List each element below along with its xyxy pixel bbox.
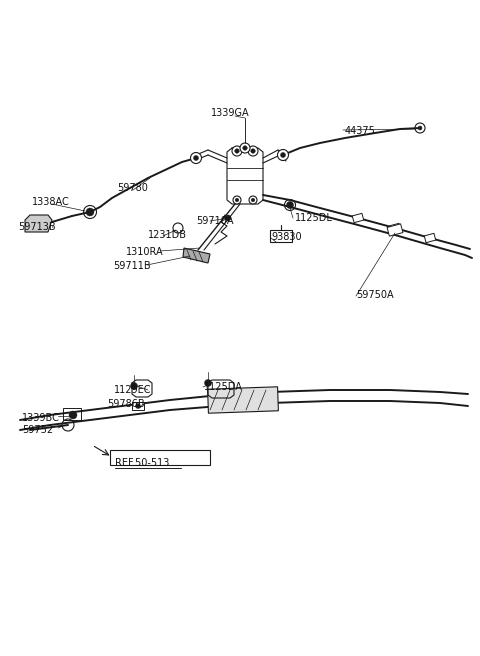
Circle shape [69, 411, 77, 419]
Text: 59780: 59780 [118, 183, 148, 193]
Text: 1125DA: 1125DA [204, 382, 243, 392]
Circle shape [249, 196, 257, 204]
Text: 93830: 93830 [271, 232, 301, 242]
Bar [270, 230, 292, 242]
Bar [110, 450, 210, 465]
Text: 59752: 59752 [22, 425, 53, 435]
Bar [132, 402, 144, 410]
Circle shape [232, 146, 242, 156]
Text: 1339GA: 1339GA [211, 108, 249, 118]
Circle shape [235, 198, 239, 202]
Circle shape [243, 146, 247, 150]
Text: 1129EC: 1129EC [114, 385, 152, 395]
Circle shape [418, 126, 422, 130]
Circle shape [233, 196, 241, 204]
Text: 1338AC: 1338AC [32, 197, 70, 207]
Circle shape [131, 382, 137, 390]
Text: 59711B: 59711B [113, 261, 151, 271]
Text: 59786B: 59786B [107, 399, 144, 409]
Circle shape [86, 208, 94, 216]
Circle shape [280, 152, 286, 157]
Bar [63, 408, 81, 420]
Bar [352, 213, 364, 222]
Circle shape [248, 146, 258, 156]
Text: 59710A: 59710A [196, 216, 233, 226]
Circle shape [287, 201, 293, 209]
Circle shape [225, 215, 231, 221]
Text: 1125DL: 1125DL [295, 213, 333, 223]
Circle shape [193, 155, 199, 161]
Text: REF.50-513: REF.50-513 [115, 458, 169, 468]
Polygon shape [25, 215, 52, 232]
Circle shape [191, 152, 202, 163]
Bar [387, 224, 403, 236]
Bar [389, 223, 401, 233]
Circle shape [204, 380, 212, 386]
Circle shape [235, 149, 239, 154]
Bar [208, 387, 278, 413]
Circle shape [277, 150, 288, 161]
Circle shape [251, 198, 255, 202]
Circle shape [240, 143, 250, 153]
Text: 59713B: 59713B [18, 222, 56, 232]
Circle shape [251, 149, 255, 154]
Polygon shape [183, 248, 210, 263]
Bar [424, 234, 436, 243]
Circle shape [135, 403, 141, 409]
Text: 44375: 44375 [345, 126, 376, 136]
Text: 1339BC: 1339BC [22, 413, 60, 423]
Text: 1231DB: 1231DB [148, 230, 187, 240]
Text: 1310RA: 1310RA [126, 247, 164, 257]
Text: 59750A: 59750A [356, 290, 394, 300]
